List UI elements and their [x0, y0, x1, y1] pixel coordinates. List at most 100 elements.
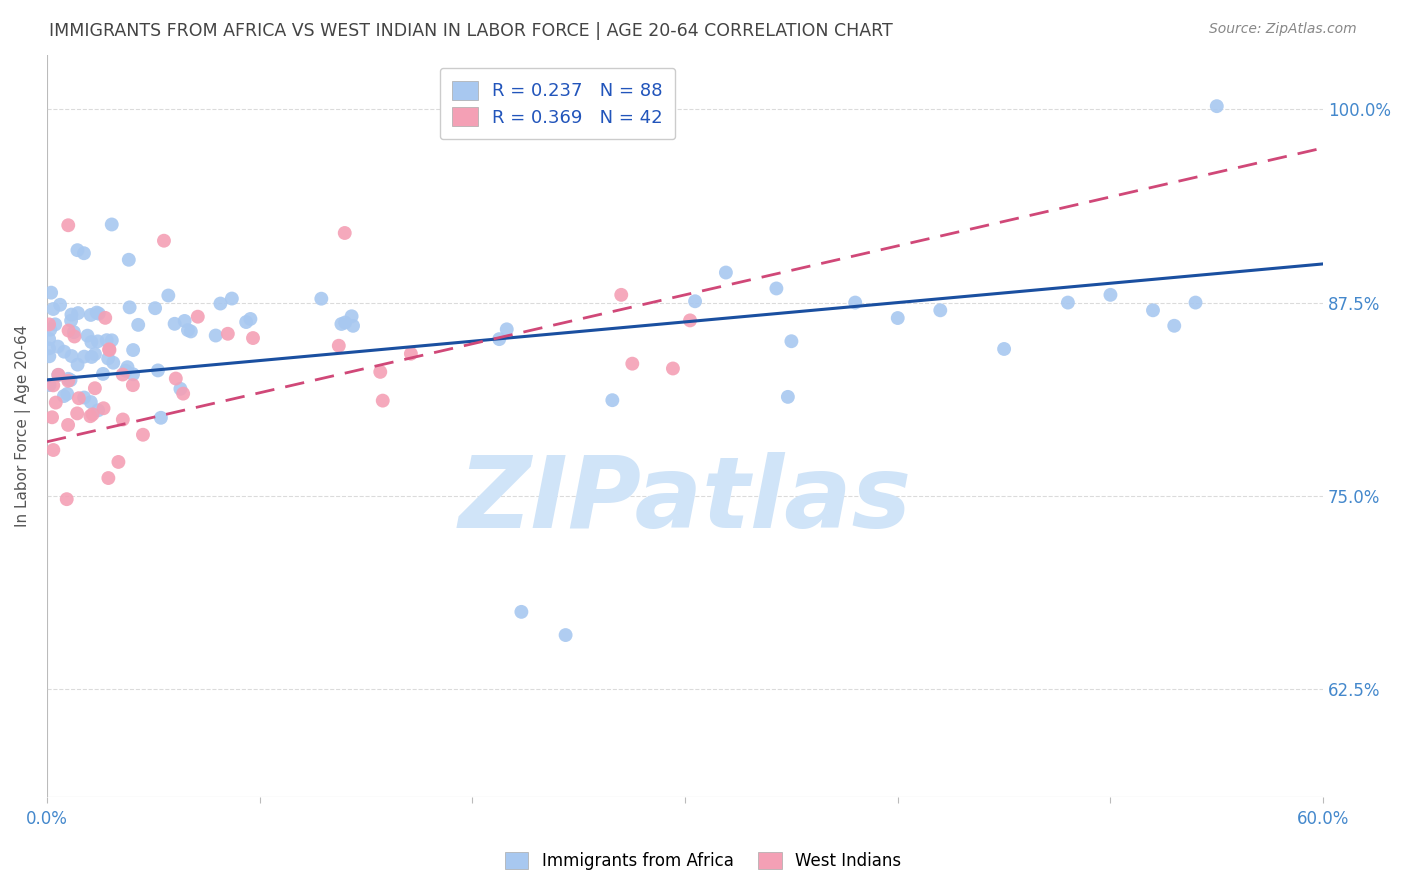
Point — [97, 471, 120, 485]
Point — [180, 325, 202, 339]
Point — [67, 391, 90, 405]
Point — [58, 374, 80, 388]
Point — [333, 316, 356, 330]
Point — [340, 310, 363, 324]
Point — [122, 343, 145, 357]
Point — [107, 455, 129, 469]
Point — [993, 342, 1015, 356]
Point — [52, 389, 75, 403]
Point — [714, 266, 737, 280]
Point — [60, 349, 83, 363]
Point — [79, 409, 101, 424]
Point — [399, 347, 422, 361]
Point — [91, 367, 114, 381]
Point — [103, 356, 125, 370]
Point — [177, 323, 200, 337]
Point — [100, 218, 122, 232]
Point — [1099, 288, 1122, 302]
Point — [86, 305, 108, 319]
Point — [55, 492, 77, 507]
Point — [679, 313, 702, 327]
Point — [209, 296, 232, 310]
Point — [39, 285, 62, 300]
Point — [80, 350, 103, 364]
Point — [217, 326, 239, 341]
Point — [82, 407, 104, 421]
Point — [163, 317, 186, 331]
Point — [342, 318, 364, 333]
Point — [38, 318, 60, 332]
Point — [73, 350, 96, 364]
Point — [76, 328, 98, 343]
Point — [146, 363, 169, 377]
Point — [46, 368, 69, 382]
Point — [93, 401, 115, 416]
Point — [38, 332, 60, 346]
Point — [683, 294, 706, 309]
Point — [53, 344, 76, 359]
Point — [73, 246, 96, 260]
Point — [776, 390, 799, 404]
Point — [165, 371, 187, 385]
Point — [1163, 318, 1185, 333]
Point — [80, 308, 103, 322]
Point — [60, 313, 83, 327]
Point — [96, 333, 118, 347]
Point — [87, 307, 110, 321]
Point — [39, 323, 62, 337]
Point — [330, 317, 353, 331]
Point — [56, 417, 79, 432]
Point — [44, 318, 66, 332]
Point — [42, 442, 65, 457]
Point — [111, 368, 134, 382]
Point — [38, 378, 60, 392]
Point — [97, 351, 120, 366]
Point — [114, 364, 136, 378]
Point — [98, 343, 121, 357]
Point — [887, 311, 910, 326]
Point — [1142, 303, 1164, 318]
Point — [602, 393, 624, 408]
Point — [83, 381, 105, 395]
Text: Source: ZipAtlas.com: Source: ZipAtlas.com — [1209, 22, 1357, 37]
Point — [204, 328, 226, 343]
Point — [117, 360, 139, 375]
Point — [844, 295, 866, 310]
Point — [66, 406, 89, 420]
Point — [66, 243, 89, 257]
Point — [242, 331, 264, 345]
Point — [368, 365, 391, 379]
Point — [172, 386, 194, 401]
Point — [80, 395, 103, 409]
Point — [333, 226, 356, 240]
Point — [371, 393, 394, 408]
Point — [132, 427, 155, 442]
Point — [84, 347, 107, 361]
Point — [554, 628, 576, 642]
Point — [80, 334, 103, 349]
Point — [87, 334, 110, 349]
Point — [311, 292, 333, 306]
Point — [610, 288, 633, 302]
Point — [127, 318, 149, 332]
Point — [58, 219, 80, 233]
Legend: R = 0.237   N = 88, R = 0.369   N = 42: R = 0.237 N = 88, R = 0.369 N = 42 — [440, 68, 675, 139]
Point — [66, 358, 89, 372]
Point — [221, 292, 243, 306]
Point — [66, 306, 89, 320]
Point — [63, 329, 86, 343]
Point — [38, 349, 60, 363]
Point — [98, 343, 121, 357]
Point — [765, 281, 787, 295]
Point — [169, 382, 191, 396]
Point — [111, 412, 134, 426]
Point — [495, 322, 517, 336]
Text: ZIPatlas: ZIPatlas — [458, 452, 911, 549]
Point — [46, 340, 69, 354]
Point — [42, 378, 65, 392]
Point — [153, 234, 176, 248]
Point — [157, 288, 180, 302]
Point — [1057, 295, 1080, 310]
Point — [41, 410, 63, 425]
Point — [122, 378, 145, 392]
